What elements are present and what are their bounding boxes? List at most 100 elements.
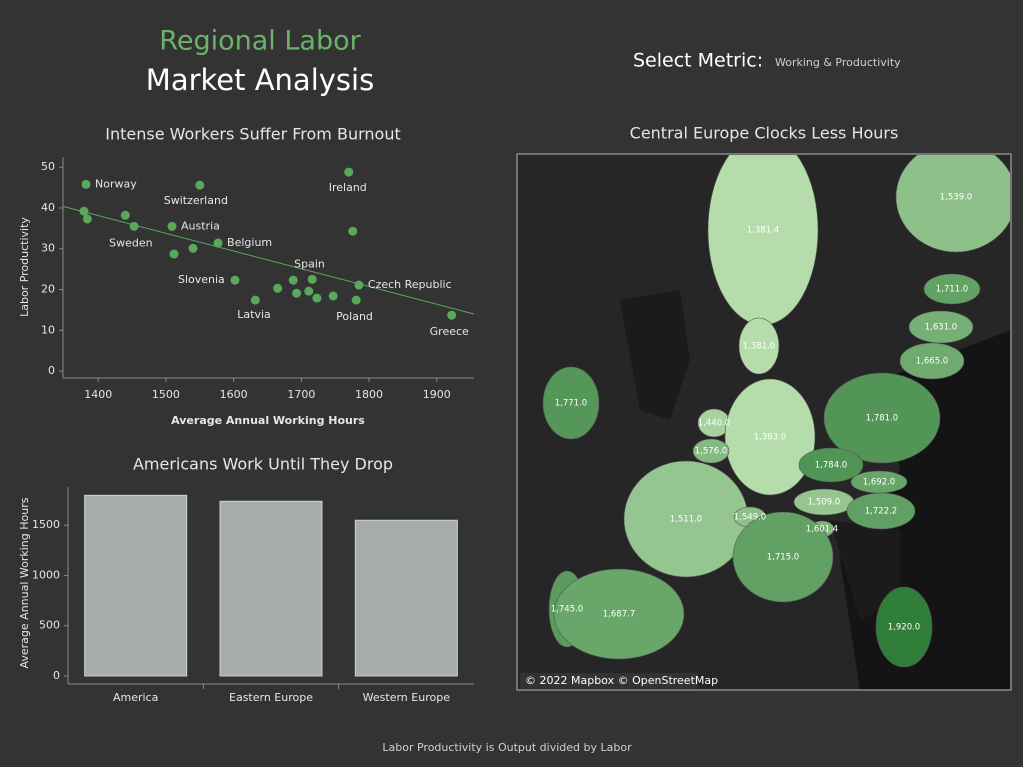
region	[923, 273, 981, 305]
x-tick-label: 1900	[423, 388, 451, 401]
bar	[84, 494, 188, 677]
point	[288, 275, 298, 285]
point-label: Austria	[181, 219, 220, 232]
region-label: 1,383.0	[754, 433, 786, 443]
point	[304, 286, 314, 296]
point-label: Spain	[294, 257, 325, 270]
point-label: Czech Republic	[368, 278, 452, 291]
x-tick-label: 1700	[287, 388, 315, 401]
map: 1,539.0 1,381.4 1,711.0 1,631.0 1,665.0 1,381…	[542, 155, 1010, 689]
region	[553, 568, 685, 660]
footer-note: Labor Productivity is Output divided by …	[382, 741, 632, 754]
region	[823, 372, 941, 464]
land	[620, 290, 690, 420]
bar	[219, 500, 323, 677]
region-label: 1,722.2	[865, 507, 897, 517]
point-label: Poland	[336, 310, 373, 323]
y-axis-label: Labor Productivity	[18, 217, 31, 317]
point	[167, 221, 177, 231]
x-tick-label: Western Europe	[363, 691, 451, 704]
point	[307, 274, 317, 284]
metric-value[interactable]: Working & Productivity	[775, 56, 901, 69]
point	[312, 293, 322, 303]
region-label: 1,549.0	[734, 513, 766, 523]
point-label: Greece	[430, 325, 469, 338]
point-label: Latvia	[237, 308, 271, 321]
region	[895, 155, 1010, 253]
point	[273, 283, 283, 293]
region	[738, 317, 780, 375]
region-label: 1,771.0	[555, 399, 587, 409]
y-tick-label: 500	[39, 619, 60, 632]
region-label: 1,511.0	[670, 515, 702, 525]
region	[899, 342, 965, 380]
region	[875, 586, 933, 668]
point	[354, 280, 364, 290]
region-label: 1,784.0	[815, 461, 847, 471]
y-tick-label: 1500	[32, 518, 60, 531]
x-tick-label: America	[113, 691, 158, 704]
title-line1: Regional Labor	[159, 26, 361, 57]
region-label: 1,576.0	[695, 447, 727, 457]
point	[213, 238, 223, 248]
point	[188, 243, 198, 253]
region-label: 1,687.7	[603, 610, 635, 620]
region	[846, 492, 916, 530]
point-label: Ireland	[329, 181, 367, 194]
region	[798, 447, 864, 483]
chart-title: Intense Workers Suffer From Burnout	[105, 125, 400, 144]
region	[724, 378, 816, 496]
point	[250, 295, 260, 305]
chart-title: Central Europe Clocks Less Hours	[630, 124, 899, 143]
region-label: 1,781.0	[866, 414, 898, 424]
region-label: 1,631.0	[925, 323, 957, 333]
x-tick-label: 1600	[220, 388, 248, 401]
point-label: Sweden	[109, 236, 152, 249]
point	[79, 206, 89, 216]
region-label: 1,381.4	[747, 226, 779, 236]
y-tick-label: 50	[41, 160, 55, 173]
x-tick-label: 1800	[355, 388, 383, 401]
point	[348, 226, 358, 236]
point-label: Switzerland	[164, 194, 228, 207]
region-label: 1,539.0	[940, 193, 972, 203]
point	[81, 179, 91, 189]
y-tick-label: 1000	[32, 568, 60, 581]
point	[195, 180, 205, 190]
region-label: 1,665.0	[916, 357, 948, 367]
region-label: 1,920.0	[888, 623, 920, 633]
point	[447, 310, 457, 320]
point	[328, 291, 338, 301]
point	[120, 210, 130, 220]
x-tick-label: Eastern Europe	[229, 691, 313, 704]
land	[830, 520, 900, 620]
region-label: 1,601.4	[806, 525, 838, 535]
region	[692, 438, 730, 464]
x-tick-label: 1500	[152, 388, 180, 401]
region	[908, 310, 974, 344]
region-label: 1,692.0	[863, 478, 895, 488]
region-label: 1,440.0	[698, 419, 730, 429]
trend-line	[62, 205, 475, 315]
y-tick-label: 30	[41, 242, 55, 255]
region-label: 1,509.0	[808, 498, 840, 508]
region-label: 1,745.0	[551, 605, 583, 615]
bar	[354, 519, 458, 677]
point	[129, 221, 139, 231]
point-label: Belgium	[227, 236, 272, 249]
point	[351, 295, 361, 305]
attribution-bg	[520, 673, 698, 689]
point-label: Slovenia	[178, 273, 225, 286]
y-tick-label: 20	[41, 283, 55, 296]
chart-title: Americans Work Until They Drop	[133, 455, 393, 474]
point-label: Norway	[95, 177, 137, 190]
map-attribution: © 2022 Mapbox © OpenStreetMap	[525, 674, 718, 687]
y-tick-label: 0	[48, 364, 55, 377]
region-label: 1,381.0	[743, 342, 775, 352]
x-tick-label: 1400	[84, 388, 112, 401]
point	[230, 275, 240, 285]
y-axis-label: Average Annual Working Hours	[18, 497, 31, 668]
point	[82, 214, 92, 224]
y-tick-label: 0	[53, 669, 60, 682]
